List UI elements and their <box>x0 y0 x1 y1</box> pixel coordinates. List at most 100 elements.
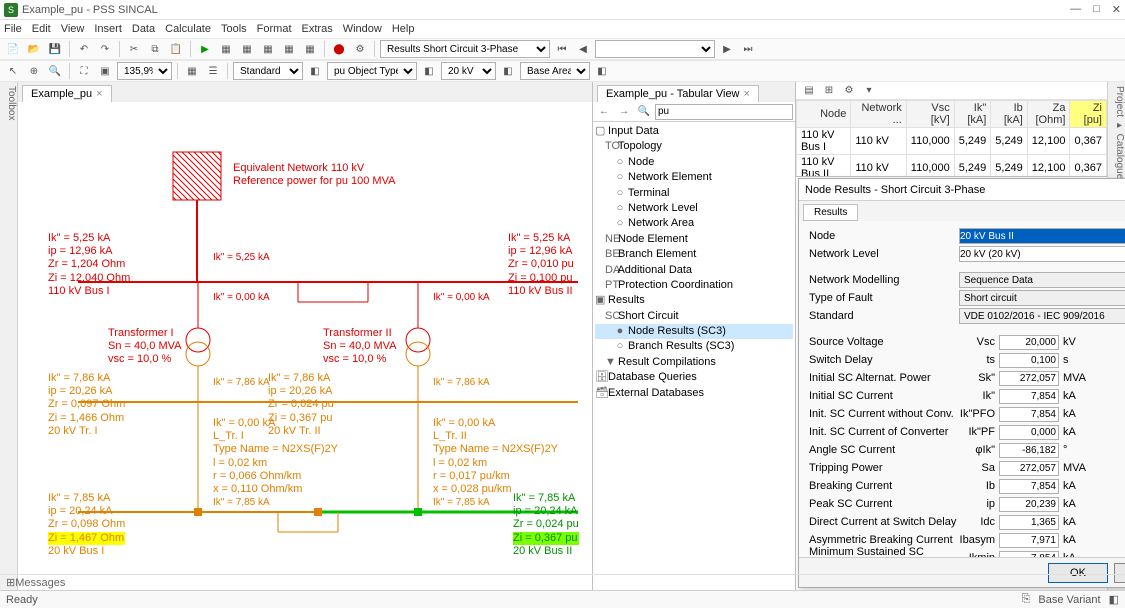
dialog-tab-results[interactable]: Results <box>803 204 858 221</box>
tree-item[interactable]: ▢ Input Data <box>595 124 793 139</box>
tree-item[interactable]: 🗄 Database Queries <box>595 370 793 385</box>
tree-item[interactable]: ○ Node <box>595 155 793 170</box>
menu-insert[interactable]: Insert <box>94 23 122 35</box>
dlg-value[interactable] <box>999 497 1059 512</box>
calc1-icon[interactable]: ▦ <box>217 40 235 58</box>
tree-item[interactable]: PT Protection Coordination <box>595 278 793 293</box>
grid-btn1-icon[interactable]: ▤ <box>800 82 818 100</box>
tree-item[interactable]: SC Short Circuit <box>595 309 793 324</box>
menu-window[interactable]: Window <box>343 23 382 35</box>
canvas-tab[interactable]: Example_pu × <box>22 85 112 102</box>
play-icon[interactable]: ▶ <box>196 40 214 58</box>
open-icon[interactable]: 📂 <box>25 40 43 58</box>
tree-item[interactable]: BE Branch Element <box>595 247 793 262</box>
tree-item[interactable]: 🗃 External Databases <box>595 386 793 401</box>
grid-btn2-icon[interactable]: ⊞ <box>820 82 838 100</box>
dlg-field[interactable] <box>959 246 1125 262</box>
calc4-icon[interactable]: ▦ <box>280 40 298 58</box>
calc2-icon[interactable]: ▦ <box>238 40 256 58</box>
new-icon[interactable]: 📄 <box>4 40 22 58</box>
tree-item[interactable]: ○ Network Element <box>595 170 793 185</box>
settings-icon[interactable]: ⚙ <box>351 40 369 58</box>
dlg-value[interactable] <box>999 335 1059 350</box>
dlg-value[interactable] <box>999 461 1059 476</box>
redo-icon[interactable]: ↷ <box>96 40 114 58</box>
pan-icon[interactable]: ⊕ <box>25 62 43 80</box>
menu-tools[interactable]: Tools <box>221 23 247 35</box>
dlg-select[interactable]: Short circuit <box>959 290 1125 306</box>
fit2-icon[interactable]: ▣ <box>96 62 114 80</box>
tree-back-icon[interactable]: ← <box>595 103 613 121</box>
results-grid[interactable]: NodeNetwork ...Vsc[kV]Ik"[kA]Ib[kA]Za[Oh… <box>796 100 1107 177</box>
style-btn-icon[interactable]: ◧ <box>306 62 324 80</box>
grid-icon[interactable]: ▦ <box>183 62 201 80</box>
menu-file[interactable]: File <box>4 23 22 35</box>
dlg-value[interactable] <box>999 353 1059 368</box>
tab-close-icon[interactable]: × <box>744 88 750 100</box>
tree-item[interactable]: DA Additional Data <box>595 263 793 278</box>
close-icon[interactable]: ✕ <box>1112 3 1121 16</box>
voltage-btn-icon[interactable]: ◧ <box>499 62 517 80</box>
dlg-field[interactable] <box>959 228 1125 244</box>
dlg-select[interactable]: Sequence Data <box>959 272 1125 288</box>
nav-last-icon[interactable]: ⏭ <box>739 40 757 58</box>
tree-search-icon[interactable]: 🔍 <box>635 103 653 121</box>
diagram-canvas[interactable]: Equivalent Network 110 kVReference power… <box>18 102 592 592</box>
minimize-icon[interactable]: — <box>1070 3 1081 16</box>
left-sidebar-toolbox[interactable]: Toolbox <box>0 82 18 592</box>
dlg-value[interactable] <box>999 533 1059 548</box>
tree-item[interactable]: ○ Network Level <box>595 201 793 216</box>
tree-item[interactable]: ○ Terminal <box>595 186 793 201</box>
nav-next-icon[interactable]: ▶ <box>718 40 736 58</box>
tree-item[interactable]: NE Node Element <box>595 232 793 247</box>
dlg-value[interactable] <box>999 389 1059 404</box>
pointer-icon[interactable]: ↖ <box>4 62 22 80</box>
status-settings-icon[interactable]: ◧ <box>1109 593 1119 606</box>
menu-extras[interactable]: Extras <box>302 23 333 35</box>
tree-item[interactable]: ▣ Results <box>595 293 793 308</box>
tree-item[interactable]: ○ Branch Results (SC3) <box>595 339 793 354</box>
area-combo[interactable]: Base Area <box>520 62 590 80</box>
dlg-value[interactable] <box>999 371 1059 386</box>
dlg-value[interactable] <box>999 407 1059 422</box>
results-combo[interactable]: Results Short Circuit 3-Phase <box>380 40 550 58</box>
dlg-select[interactable]: VDE 0102/2016 - IEC 909/2016 <box>959 308 1125 324</box>
step-combo[interactable] <box>595 40 715 58</box>
menu-format[interactable]: Format <box>257 23 292 35</box>
calc5-icon[interactable]: ▦ <box>301 40 319 58</box>
tree[interactable]: ▢ Input DataTO Topology○ Node○ Network E… <box>593 122 795 403</box>
tab-close-icon[interactable]: × <box>96 88 102 100</box>
tree-search-input[interactable] <box>655 104 793 120</box>
area-btn-icon[interactable]: ◧ <box>593 62 611 80</box>
objtype-combo[interactable]: pu Object Type <box>327 62 417 80</box>
tree-item[interactable]: ▼ Result Compilations <box>595 355 793 370</box>
layer-icon[interactable]: ☰ <box>204 62 222 80</box>
dlg-value[interactable] <box>999 479 1059 494</box>
zoom-combo[interactable]: 135,9% <box>117 62 172 80</box>
cut-icon[interactable]: ✂ <box>125 40 143 58</box>
messages-bar[interactable]: ⊞ Messages <box>0 574 1125 590</box>
style-combo[interactable]: Standard <box>233 62 303 80</box>
maximize-icon[interactable]: □ <box>1093 3 1100 16</box>
tree-fwd-icon[interactable]: → <box>615 103 633 121</box>
dlg-value[interactable] <box>999 425 1059 440</box>
tree-item[interactable]: TO Topology <box>595 139 793 154</box>
paste-icon[interactable]: 📋 <box>167 40 185 58</box>
zoom-icon[interactable]: 🔍 <box>46 62 64 80</box>
voltage-combo[interactable]: 20 kV <box>441 62 496 80</box>
menu-help[interactable]: Help <box>392 23 415 35</box>
grid-filter-icon[interactable]: ▾ <box>860 82 878 100</box>
copy-icon[interactable]: ⧉ <box>146 40 164 58</box>
save-icon[interactable]: 💾 <box>46 40 64 58</box>
objtype-btn-icon[interactable]: ◧ <box>420 62 438 80</box>
stop-icon[interactable]: ⬤ <box>330 40 348 58</box>
grid-btn3-icon[interactable]: ⚙ <box>840 82 858 100</box>
tree-item[interactable]: ● Node Results (SC3) <box>595 324 793 339</box>
tabular-tab[interactable]: Example_pu - Tabular View × <box>597 85 759 102</box>
calc3-icon[interactable]: ▦ <box>259 40 277 58</box>
fit-icon[interactable]: ⛶ <box>75 62 93 80</box>
nav-prev-icon[interactable]: ◀ <box>574 40 592 58</box>
dlg-value[interactable] <box>999 515 1059 530</box>
menu-view[interactable]: View <box>61 23 85 35</box>
dlg-value[interactable] <box>999 443 1059 458</box>
